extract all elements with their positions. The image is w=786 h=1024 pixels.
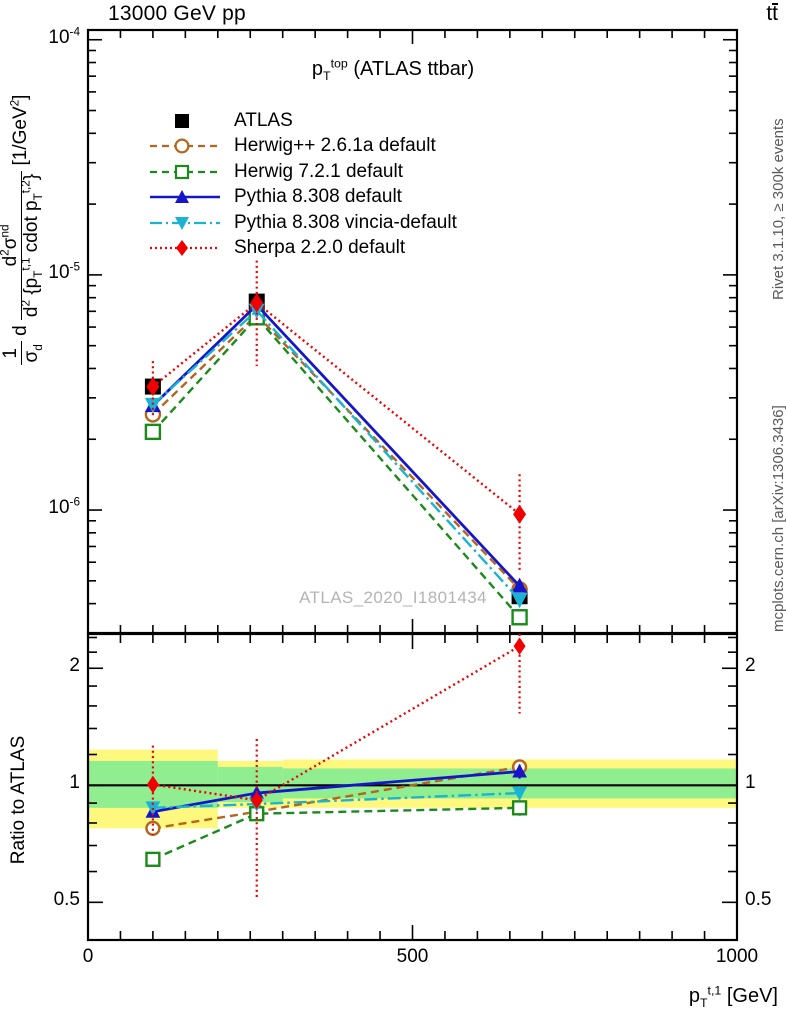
x-axis-title: pTt,1 [GeV]: [688, 983, 778, 1010]
legend-label-atlas: ATLAS: [234, 109, 293, 131]
legend-label-herwigpp: Herwig++ 2.6.1a default: [234, 135, 436, 157]
data-marker: [250, 293, 264, 313]
data-marker: [511, 577, 528, 593]
data-marker: [144, 423, 162, 441]
x-tick-label: 1000: [715, 946, 759, 967]
legend-label-pythia: Pythia 8.308 default: [234, 186, 402, 208]
legend-label-sherpa: Sherpa 2.2.0 default: [234, 237, 406, 259]
legend-key-pythia: [148, 186, 222, 208]
ratio-y-tick-label-right: 0.5: [745, 889, 772, 911]
data-marker: [511, 609, 528, 626]
data-marker: [513, 504, 527, 524]
page-title: pTtop (ATLAS ttbar): [311, 56, 475, 83]
ratio-y-tick-label-left: 2: [69, 655, 80, 677]
data-marker: [146, 377, 160, 397]
main-y-tick-label: 10-4: [48, 25, 80, 48]
process-label: tt: [766, 2, 778, 25]
legend-key-herwigpp: [148, 135, 222, 157]
ratio-series-line: [152, 806, 520, 861]
x-axis-title-units: [GeV]: [726, 985, 778, 1007]
main-plot-panel: [86, 28, 739, 635]
legend-item-pythia-vincia[interactable]: Pythia 8.308 vincia-default: [148, 210, 457, 236]
ratio-series-5: [146, 634, 526, 898]
legend-key-atlas: [148, 110, 222, 132]
series-line: [152, 308, 521, 601]
data-marker: [145, 851, 161, 867]
legend-key-pythia-vincia: [148, 212, 222, 234]
beam-energy-label: 13000 GeV pp: [108, 2, 246, 25]
x-tick-label: 500: [396, 946, 429, 967]
legend-key-sherpa: [148, 237, 222, 259]
data-marker: [512, 786, 527, 801]
analysis-watermark: ATLAS_2020_I1801434: [299, 588, 487, 607]
series-5: [146, 260, 527, 573]
legend-item-atlas[interactable]: ATLAS: [148, 108, 457, 134]
legend-item-sherpa[interactable]: Sherpa 2.2.0 default: [148, 236, 457, 262]
main-y-tick-label: 10-5: [48, 260, 80, 283]
main-y-tick-label: 10-6: [48, 495, 80, 519]
data-marker: [511, 592, 528, 609]
legend-label-pythia-vincia: Pythia 8.308 vincia-default: [234, 211, 457, 233]
series-line: [152, 315, 521, 619]
legend-item-herwigpp[interactable]: Herwig++ 2.6.1a default: [148, 134, 457, 160]
data-marker: [511, 800, 528, 816]
legend-item-pythia[interactable]: Pythia 8.308 default: [148, 185, 457, 211]
legend: ATLAS Herwig++ 2.6.1a default Herwig 7.2…: [148, 108, 457, 261]
data-marker: [250, 791, 263, 810]
legend-key-herwig7: [148, 161, 222, 183]
data-marker: [146, 775, 159, 794]
ratio-y-tick-label-right: 2: [745, 655, 756, 677]
x-tick-label: 0: [82, 946, 94, 967]
ratio-y-tick-label-left: 1: [69, 772, 80, 794]
legend-item-herwig7[interactable]: Herwig 7.2.1 default: [148, 159, 457, 185]
ratio-y-tick-label-right: 1: [745, 772, 756, 794]
data-marker: [513, 637, 526, 655]
ratio-y-tick-label-left: 0.5: [53, 889, 80, 911]
data-marker: [144, 397, 161, 414]
legend-label-herwig7: Herwig 7.2.1 default: [234, 160, 403, 182]
data-marker: [512, 763, 527, 778]
page-title-paren: (ATLAS ttbar): [353, 58, 475, 80]
